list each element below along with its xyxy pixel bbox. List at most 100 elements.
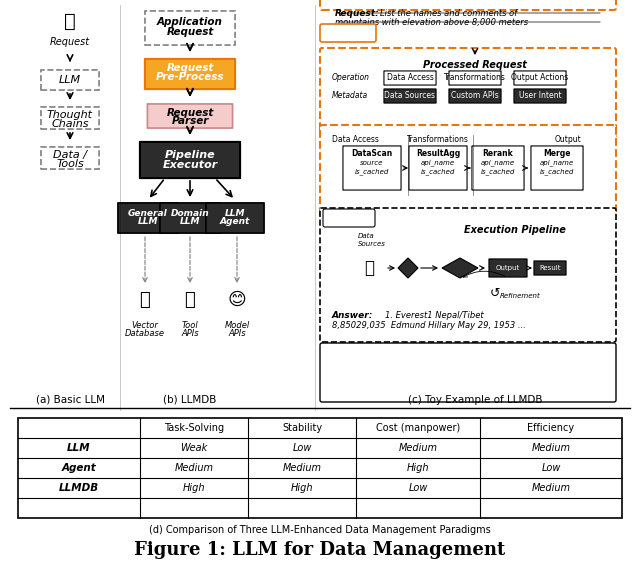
Text: Medium: Medium bbox=[175, 463, 214, 473]
Text: Request: Request bbox=[166, 63, 214, 73]
Text: 👤: 👤 bbox=[64, 12, 76, 31]
FancyBboxPatch shape bbox=[147, 104, 232, 128]
Text: Efficiency: Efficiency bbox=[527, 423, 575, 433]
Text: Rerank: Rerank bbox=[483, 149, 513, 157]
FancyBboxPatch shape bbox=[160, 203, 220, 233]
Text: Medium: Medium bbox=[531, 443, 570, 453]
Text: 🗂️: 🗂️ bbox=[365, 259, 375, 277]
Text: 8,85029,035  Edmund Hillary May 29, 1953 ...: 8,85029,035 Edmund Hillary May 29, 1953 … bbox=[332, 321, 525, 331]
Text: Executor: Executor bbox=[163, 160, 218, 170]
FancyBboxPatch shape bbox=[41, 147, 99, 169]
Text: Output: Output bbox=[555, 136, 582, 145]
FancyBboxPatch shape bbox=[41, 70, 99, 90]
Text: High: High bbox=[291, 483, 313, 493]
Text: Pre-Process: Pre-Process bbox=[156, 72, 224, 82]
FancyBboxPatch shape bbox=[145, 59, 235, 89]
FancyBboxPatch shape bbox=[140, 142, 240, 178]
FancyBboxPatch shape bbox=[472, 146, 524, 190]
FancyBboxPatch shape bbox=[206, 203, 264, 233]
Text: Data Access: Data Access bbox=[332, 136, 379, 145]
Text: Processed Request: Processed Request bbox=[423, 60, 527, 70]
Text: Pipeline: Pipeline bbox=[164, 150, 215, 160]
Polygon shape bbox=[398, 258, 418, 278]
Text: Data: Data bbox=[358, 233, 374, 239]
Text: APIs: APIs bbox=[228, 328, 246, 337]
Text: Result: Result bbox=[540, 265, 561, 271]
Text: Output Actions: Output Actions bbox=[511, 73, 568, 82]
Text: Custom APIs: Custom APIs bbox=[451, 92, 499, 101]
FancyBboxPatch shape bbox=[145, 11, 235, 45]
Text: Medium: Medium bbox=[282, 463, 321, 473]
Text: Medium: Medium bbox=[531, 483, 570, 493]
Text: Stability: Stability bbox=[282, 423, 322, 433]
Text: Low: Low bbox=[408, 483, 428, 493]
Text: Parser: Parser bbox=[172, 116, 209, 126]
FancyBboxPatch shape bbox=[320, 208, 616, 342]
Text: Data Access: Data Access bbox=[387, 73, 433, 82]
FancyBboxPatch shape bbox=[384, 71, 436, 85]
Text: Tool: Tool bbox=[182, 320, 198, 329]
Text: Metadata: Metadata bbox=[332, 92, 368, 101]
Text: LLM: LLM bbox=[138, 217, 158, 227]
FancyBboxPatch shape bbox=[320, 343, 616, 402]
Text: Output: Output bbox=[496, 265, 520, 271]
Text: Medium: Medium bbox=[399, 443, 438, 453]
Text: Agent: Agent bbox=[220, 217, 250, 227]
FancyBboxPatch shape bbox=[514, 71, 566, 85]
Text: Refinement: Refinement bbox=[500, 293, 540, 299]
Text: api_name: api_name bbox=[421, 160, 455, 166]
Text: Model: Model bbox=[225, 320, 250, 329]
Text: Task-Solving: Task-Solving bbox=[164, 423, 224, 433]
FancyBboxPatch shape bbox=[118, 203, 178, 233]
Text: 1. Everest1 Nepal/Tibet: 1. Everest1 Nepal/Tibet bbox=[385, 312, 484, 320]
Text: is_cached: is_cached bbox=[540, 169, 574, 176]
Text: Application: Application bbox=[157, 17, 223, 27]
FancyBboxPatch shape bbox=[534, 261, 566, 275]
Text: Request:: Request: bbox=[335, 10, 380, 18]
Text: is_cached: is_cached bbox=[421, 169, 455, 176]
Text: Request: Request bbox=[166, 27, 214, 37]
Polygon shape bbox=[442, 258, 478, 278]
Text: ResultAgg: ResultAgg bbox=[416, 149, 460, 157]
Text: Data /: Data / bbox=[53, 150, 87, 160]
Text: Request: Request bbox=[166, 108, 214, 118]
FancyBboxPatch shape bbox=[514, 89, 566, 103]
Text: List the names and comments of: List the names and comments of bbox=[380, 10, 517, 18]
Text: Chains: Chains bbox=[51, 119, 89, 129]
Text: Transformations: Transformations bbox=[407, 136, 469, 145]
Text: Tools: Tools bbox=[56, 159, 84, 169]
FancyBboxPatch shape bbox=[320, 0, 616, 10]
FancyBboxPatch shape bbox=[320, 48, 616, 137]
Text: Thought: Thought bbox=[47, 110, 93, 120]
Text: High: High bbox=[407, 463, 429, 473]
Text: is_cached: is_cached bbox=[481, 169, 515, 176]
Text: source: source bbox=[360, 160, 384, 166]
Text: Execution: Execution bbox=[330, 214, 368, 224]
Text: LLM+Rules: LLM+Rules bbox=[327, 30, 369, 38]
Text: Agent: Agent bbox=[61, 463, 97, 473]
FancyBboxPatch shape bbox=[320, 24, 376, 42]
Text: mountains with elevation above 8,000 meters: mountains with elevation above 8,000 met… bbox=[335, 18, 528, 27]
Text: LLM: LLM bbox=[402, 265, 414, 271]
Text: Weak: Weak bbox=[180, 443, 207, 453]
Text: Low: Low bbox=[292, 443, 312, 453]
Text: 😊: 😊 bbox=[228, 291, 246, 309]
Text: (b) LLMDB: (b) LLMDB bbox=[163, 395, 217, 405]
Text: 🗄️: 🗄️ bbox=[184, 291, 195, 309]
Text: DataScan: DataScan bbox=[351, 149, 392, 157]
FancyBboxPatch shape bbox=[409, 146, 467, 190]
Text: Request: Request bbox=[50, 37, 90, 47]
Text: Execution Pipeline: Execution Pipeline bbox=[464, 225, 566, 235]
Bar bbox=[18, 418, 622, 518]
Text: Merge: Merge bbox=[543, 149, 571, 157]
Text: Operation: Operation bbox=[332, 73, 370, 82]
Text: Cost (manpower): Cost (manpower) bbox=[376, 423, 460, 433]
Text: Operations: Operations bbox=[445, 265, 475, 271]
Text: (c) Toy Example of LLMDB: (c) Toy Example of LLMDB bbox=[408, 395, 542, 405]
FancyBboxPatch shape bbox=[323, 209, 375, 227]
Text: General: General bbox=[128, 209, 168, 217]
FancyBboxPatch shape bbox=[489, 259, 527, 277]
Text: Database: Database bbox=[125, 328, 165, 337]
Text: Transformations: Transformations bbox=[444, 73, 506, 82]
Text: LLM: LLM bbox=[180, 217, 200, 227]
